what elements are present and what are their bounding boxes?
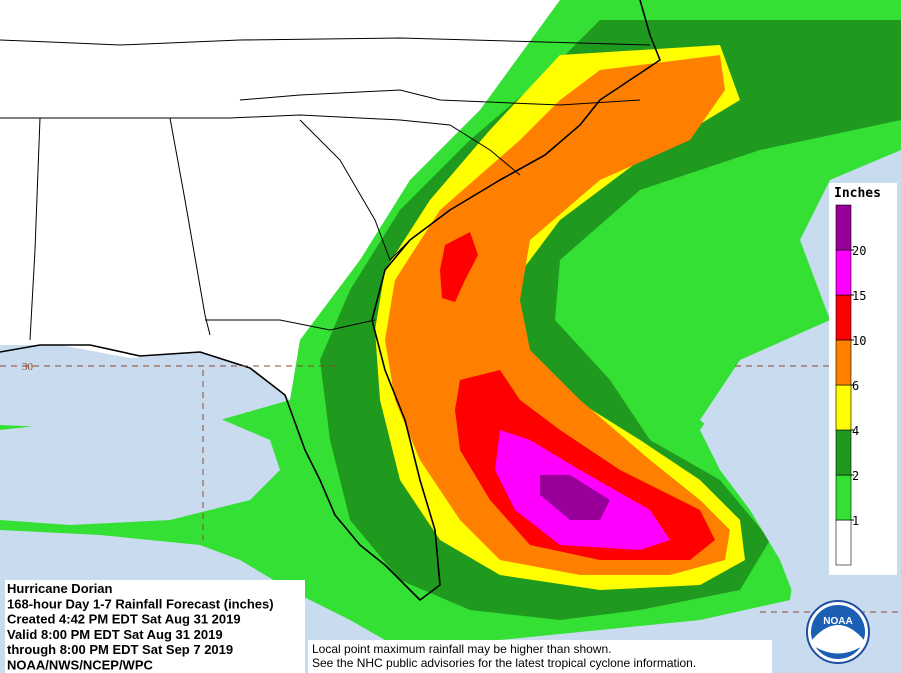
note-line: Local point maximum rainfall may be high…: [312, 642, 611, 656]
legend-swatch: [835, 474, 852, 521]
logo-gull: [812, 625, 864, 654]
legend-swatch: [835, 519, 852, 566]
note-line: See the NHC public advisories for the la…: [312, 656, 696, 670]
rain-band: [540, 475, 610, 520]
legend-title: Inches: [834, 186, 881, 201]
state-border: [0, 114, 521, 176]
legend-label: 15: [852, 289, 866, 303]
latitude-label: 30: [22, 361, 34, 373]
legend-swatch: [835, 249, 852, 296]
logo-text: NOAA: [823, 616, 852, 627]
legend-swatch: [835, 429, 852, 476]
state-border: [299, 119, 411, 261]
title-box: [5, 580, 305, 673]
legend-label: 20: [852, 244, 866, 258]
noaa-logo: NOAA: [806, 600, 870, 664]
state-border: [0, 37, 651, 46]
legend-label: 6: [852, 379, 859, 393]
rain-band: [440, 232, 478, 302]
state-border: [205, 319, 376, 331]
title-line: through 8:00 PM EDT Sat Sep 7 2019: [7, 642, 233, 657]
legend-label: 1: [852, 514, 859, 528]
ocean: [0, 410, 280, 525]
legend-swatch: [835, 384, 852, 431]
coastline: [0, 0, 661, 601]
legend-label: 4: [852, 424, 859, 438]
legend-swatch: [835, 339, 852, 386]
state-border: [169, 117, 211, 336]
state-border: [239, 89, 641, 106]
title-line: Valid 8:00 PM EDT Sat Aug 31 2019: [7, 627, 223, 642]
title-line: Hurricane Dorian: [7, 581, 113, 596]
legend-label: 2: [852, 469, 859, 483]
note-box: [308, 640, 772, 673]
title-line: NOAA/NWS/NCEP/WPC: [7, 658, 154, 673]
title-line: 168-hour Day 1-7 Rainfall Forecast (inch…: [7, 596, 274, 611]
note: Local point maximum rainfall may be high…: [312, 642, 696, 670]
legend: Inches 1 2 4 6 10 15 20: [829, 183, 897, 575]
title-line: Created 4:42 PM EDT Sat Aug 31 2019: [7, 612, 241, 627]
state-border: [29, 117, 41, 341]
boundaries: [0, 0, 661, 601]
legend-label: 10: [852, 334, 866, 348]
legend-swatch: [835, 294, 852, 341]
legend-swatch: [835, 204, 852, 251]
